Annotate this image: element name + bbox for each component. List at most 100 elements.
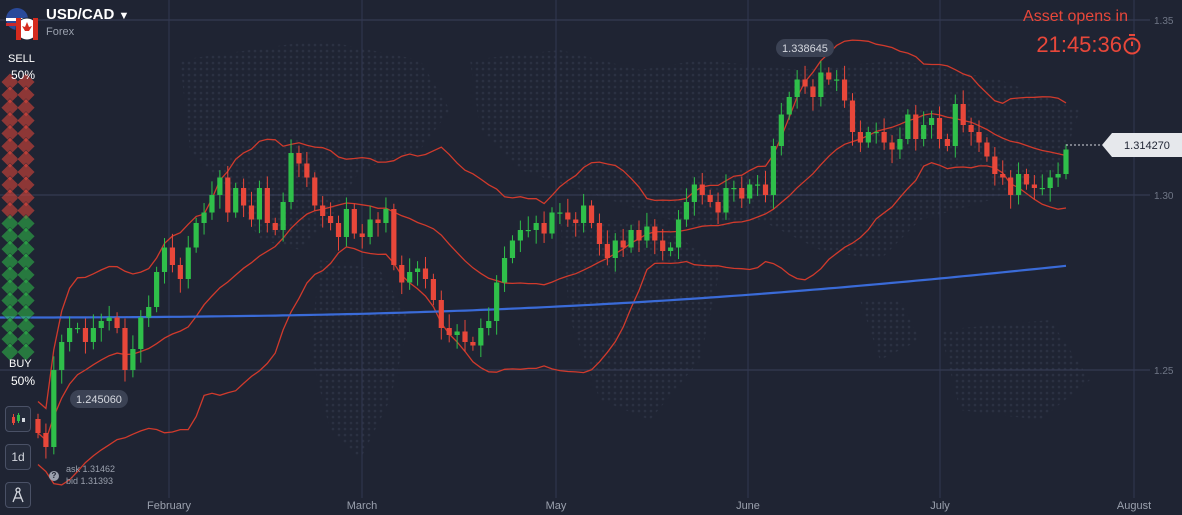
candle [501,246,508,292]
chart-type-button[interactable] [5,406,31,432]
candle [857,120,863,152]
candle-body [462,331,468,342]
candle [620,228,626,257]
moving-average-path [0,264,1067,319]
candle-body [193,223,199,248]
candle [438,290,444,340]
candle-body [723,188,729,213]
candle-body [98,321,104,328]
candle [1008,170,1014,209]
candle [146,295,152,327]
candle-body [351,209,357,234]
candle [873,122,879,144]
candle [106,305,112,331]
candle [628,224,634,253]
candle [865,126,871,148]
sell-label: SELL [8,53,35,65]
candle [826,67,832,85]
candle-body [905,114,911,139]
candle-body [944,139,950,146]
candle [747,179,753,204]
candle [952,94,958,158]
candle-body [841,79,848,101]
candle [581,193,587,233]
candle [636,220,642,253]
candle-body [675,219,682,248]
candle [731,180,737,202]
candle-body [913,114,919,139]
candle [707,189,713,208]
candle-body [454,331,460,335]
candle [1055,162,1061,187]
candle-body [952,104,958,146]
candle-body [739,188,745,199]
candle [407,258,413,290]
candle [367,205,373,245]
candle [778,102,784,156]
candle-body [82,328,89,342]
candle-body [138,317,144,349]
candle-body [683,202,690,220]
candle-body [794,79,800,97]
candle [841,65,848,108]
candle [359,224,365,249]
candle-body [399,265,405,283]
candle [169,233,176,273]
candle-body [1000,174,1006,178]
candle-body [122,328,128,370]
candle [98,313,104,342]
candle-body [762,184,769,195]
bid-price: bid 1.31393 [66,476,114,486]
candle-body [897,139,903,150]
asset-selector[interactable]: USD/CAD ▼ [46,6,129,23]
candle [889,135,895,164]
candle-body [201,212,207,223]
candle [130,335,136,378]
candle [644,212,650,248]
candlestick-series [35,60,1069,459]
candle-body [549,212,555,234]
buy-label: BUY [9,358,32,370]
candle [422,256,429,289]
candle [794,70,800,109]
candle-body [90,328,96,342]
candle-body [359,233,365,237]
ask-price: ask 1.31462 [66,464,116,474]
candle [715,192,721,225]
candle [786,91,792,120]
candle-body [620,240,626,248]
candle-body [241,188,247,206]
candle-body [177,265,183,279]
candle-body [865,132,871,143]
candle-body [367,219,373,237]
candle-body [161,247,168,272]
drawing-tools-button[interactable] [5,482,31,508]
candle-body [810,86,816,97]
candle [984,137,990,162]
candle-body [960,104,966,125]
candle-body [755,184,761,186]
candle-body [470,342,476,346]
candle [51,356,57,455]
candle [699,172,705,205]
help-icon[interactable]: ? [49,471,59,481]
candle [588,200,595,229]
candle [470,336,476,351]
price-tag-text: 1.314270 [1124,140,1170,152]
candle-body [414,268,421,272]
y-tick-label: 1.30 [1154,191,1174,202]
sell-percent: 50% [11,68,36,82]
candle [233,182,239,218]
candle [161,238,168,284]
candle-body [407,272,413,283]
timeframe-button[interactable]: 1d [5,444,31,470]
candle-body [422,268,429,279]
candle-body [857,132,863,143]
candle-body [628,230,634,248]
candle-body [280,202,286,230]
candle [525,216,531,238]
candle [375,212,381,237]
candlestick-icon [12,413,25,425]
